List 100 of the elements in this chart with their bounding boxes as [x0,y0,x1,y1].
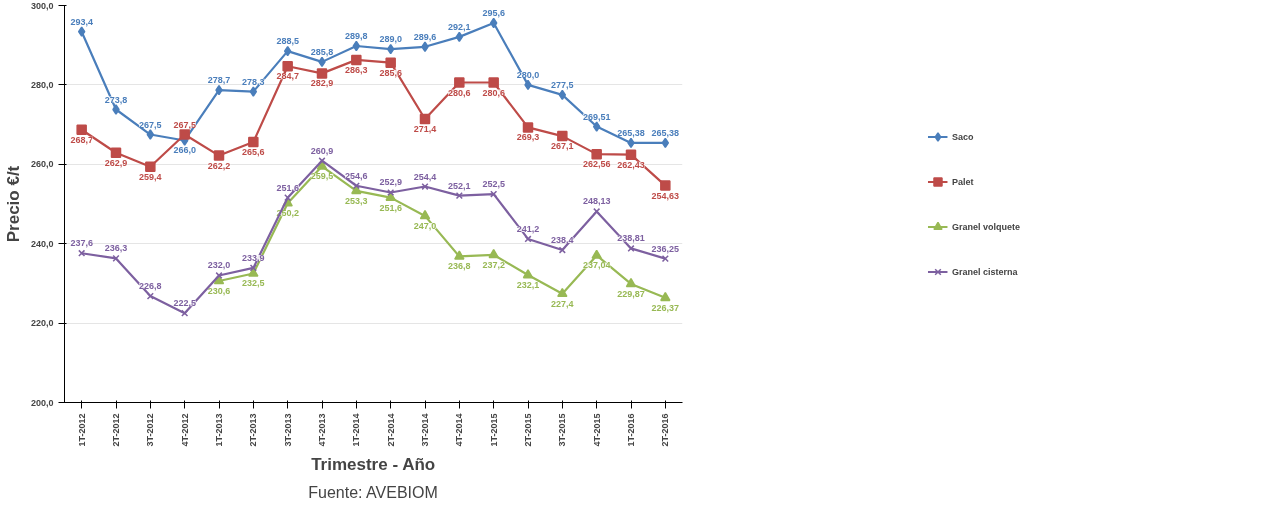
x-tick-label: 1T-2014 [351,413,362,447]
data-label: 282,9 [310,78,334,89]
data-label: 251,6 [379,202,402,213]
data-label: 259,4 [139,171,162,182]
point [112,104,120,115]
data-label: 233,9 [242,252,265,263]
x-tick-label: 3T-2015 [557,413,568,447]
data-label: 232,0 [207,260,231,271]
point [110,147,122,159]
legend-label: Granel cisterna [951,266,1018,276]
point [419,209,431,220]
point [522,269,534,279]
x-tick-label: 3T-2014 [420,413,430,447]
data-label: 285,8 [310,46,334,57]
y-tick-label: 280,0 [30,79,54,90]
point [660,180,671,191]
y-axis-title: Precio €/t [3,165,23,243]
data-label: 280,6 [448,87,471,98]
point [625,277,637,288]
data-label: 254,63 [651,190,680,201]
data-label: 288,5 [276,36,299,47]
x-tick-label: 2T-2013 [248,413,259,447]
y-tick-label: 240,0 [30,238,54,249]
data-label: 260,9 [310,145,334,156]
point [77,26,86,37]
point [351,54,362,66]
y-tick-label: 200,0 [30,397,54,408]
point [454,250,465,260]
data-label: 247,0 [413,220,437,231]
legend-label: Saco [951,131,974,141]
y-tick-label: 220,0 [30,318,54,329]
data-label: 251,6 [276,182,299,193]
data-label: 278,7 [207,75,231,86]
data-label: 273,8 [104,94,128,105]
data-label: 262,43 [617,159,645,170]
point [591,148,602,160]
point [558,89,567,101]
data-label: 259,5 [310,171,334,182]
point [284,194,292,202]
data-label: 268,7 [70,134,93,145]
data-label: 271,4 [413,124,437,135]
data-label: 236,25 [651,243,680,254]
data-label: 232,1 [516,280,540,291]
data-label: 265,6 [242,147,265,158]
data-label: 262,56 [582,159,611,170]
y-tick-label: 260,0 [30,159,54,170]
x-tick-label: 1T-2013 [214,413,224,447]
point [352,40,361,52]
point [421,182,429,191]
data-label: 232,5 [242,278,265,289]
data-label: 277,5 [551,79,574,90]
point [112,254,120,262]
data-label: 254,4 [413,171,437,182]
point [591,249,602,259]
point [213,150,225,161]
point [592,121,601,132]
point [455,31,464,43]
data-label: 237,04 [582,260,611,271]
data-label: 254,6 [345,170,368,181]
point [179,129,190,140]
data-label: 227,4 [551,298,574,309]
point [522,122,534,133]
data-label: 222,5 [173,298,196,309]
data-label: 248,13 [582,196,611,207]
data-label: 236,8 [448,261,471,272]
data-label: 292,1 [448,21,471,32]
data-label: 289,8 [345,30,368,41]
point [488,248,499,259]
data-label: 266,0 [173,145,196,156]
data-label: 237,2 [482,259,505,270]
data-label: 253,3 [345,195,368,206]
x-tick-label: 3T-2013 [282,413,293,447]
point [660,291,671,302]
x-tick-label: 4T-2015 [591,413,602,447]
point [386,43,395,55]
x-axis-title: Trimestre - Año [311,454,436,474]
data-label: 226,8 [139,281,162,292]
point [661,137,670,149]
point [215,271,223,280]
point [489,17,498,29]
source-note: Fuente: AVEBIOM [308,483,438,501]
point [625,149,637,160]
x-tick-label: 4T-2012 [179,413,190,447]
x-tick-label: 2T-2012 [111,413,121,447]
data-label: 229,87 [617,288,645,299]
data-label: 236,3 [104,243,128,254]
point [76,124,87,136]
point [282,60,293,72]
point [419,113,431,125]
point [454,77,465,88]
data-label: 280,6 [482,87,505,98]
data-label: 284,7 [276,71,299,82]
data-label: 295,6 [482,7,505,18]
point [557,287,568,298]
x-tick-label: 4T-2013 [317,413,327,447]
point [488,77,499,88]
data-label: 238,4 [551,235,574,246]
point [316,68,328,79]
data-label: 252,1 [448,180,471,191]
data-label: 267,5 [139,119,162,130]
